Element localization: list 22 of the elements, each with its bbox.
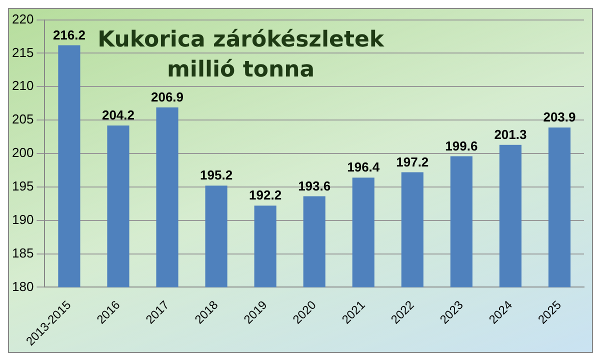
y-tick-label: 200 [12, 145, 34, 160]
y-tick-label: 210 [12, 78, 34, 94]
y-tick-label: 205 [12, 112, 34, 127]
data-label: 201.3 [494, 126, 527, 142]
chart-title: Kukorica zárókészletek [98, 28, 386, 53]
y-tick-label: 215 [12, 44, 34, 60]
y-tick-label: 185 [12, 245, 34, 260]
data-label: 203.9 [543, 110, 576, 125]
y-tick-label: 220 [12, 11, 34, 26]
text: millió tonna [166, 58, 315, 83]
data-label: 196.4 [347, 160, 380, 175]
data-label: 193.6 [298, 178, 331, 194]
data-label: 216.2 [52, 27, 86, 42]
data-label: 197.2 [396, 154, 429, 170]
data-label: 195.2 [200, 168, 233, 183]
data-label: 206.9 [150, 89, 184, 104]
y-tick-label: 190 [12, 212, 34, 227]
y-tick-label: 195 [12, 178, 34, 194]
data-label: 192.2 [249, 188, 282, 203]
data-label: 204.2 [102, 108, 135, 123]
y-tick-label: 180 [12, 278, 34, 294]
data-label: 199.6 [445, 138, 478, 154]
